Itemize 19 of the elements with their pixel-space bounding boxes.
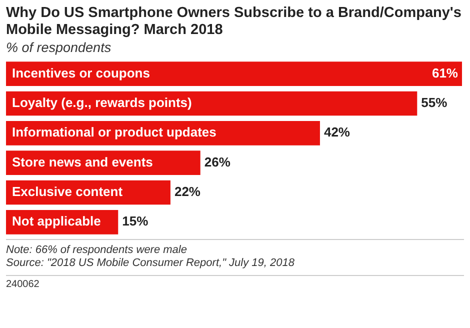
y-tick-label: Informational or product updates [12,124,216,140]
text: 240062 [6,275,464,290]
bar [6,62,462,86]
source-note: Source: "2018 US Mobile Consumer Report," July 19, 2018 [6,257,296,270]
data-label: 15% [122,214,149,229]
chart-title: Why Do US Smartphone Owners Subscribe to a Brand/Company's Mobile Messaging? March 2018 [6,5,462,39]
y-tick-label: Exclusive content [12,184,124,200]
bar [6,91,418,116]
data-label: 42% [324,124,350,140]
y-tick-label: Not applicable [12,214,101,229]
y-tick-label: Incentives or coupons [12,65,150,80]
data-label: 55% [421,95,448,110]
chart-subtitle: % of respondents [6,40,112,55]
data-label: 26% [204,154,231,170]
data-label: 61% [432,65,458,80]
data-label: 22% [174,184,201,200]
y-tick-label: Loyalty (e.g., rewards points) [12,95,192,110]
text: Note: 66% of respondents were male [6,244,188,257]
y-tick-label: Store news and events [12,154,153,170]
